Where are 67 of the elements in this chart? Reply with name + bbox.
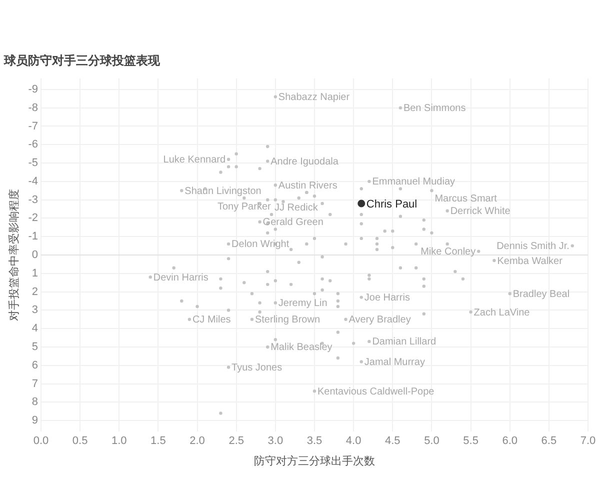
series-label: Chris Paul: [366, 198, 418, 211]
annotation: Kemba Walker: [497, 256, 564, 267]
y-tick-label: 5: [32, 341, 38, 354]
x-tick-label: 1.0: [111, 435, 127, 448]
annotation: CJ Miles: [192, 314, 231, 326]
y-tick-label: 1: [32, 267, 38, 280]
annotation: Sterling Brown: [254, 314, 320, 326]
annotation: Tony Parker: [217, 202, 272, 213]
annotation: Austin Rivers: [278, 180, 338, 192]
y-tick-label: -2: [28, 212, 38, 224]
y-tick-label: 4: [32, 322, 38, 335]
y-tick-label: -7: [28, 120, 38, 132]
annotation: Kentavious Caldwell-Pope: [317, 386, 435, 398]
x-tick-label: 6.5: [541, 435, 557, 448]
x-tick-label: 2.5: [228, 435, 244, 448]
y-tick-label: 2: [32, 286, 38, 298]
annotation: Ben Simmons: [403, 103, 466, 114]
x-tick-label: 3.5: [306, 435, 322, 448]
y-tick-label: -8: [28, 102, 38, 114]
y-tick-label: -9: [28, 83, 38, 96]
annotation: Shabazz Napier: [278, 92, 350, 104]
x-tick-label: 0.5: [72, 435, 88, 448]
annotation: Zach LaVine: [474, 307, 530, 318]
annotation: Jeremy Lin: [278, 298, 328, 310]
annotation: Luke Kennard: [163, 154, 226, 166]
annotation: Andre Iguodala: [270, 156, 339, 168]
x-tick-label: 7.0: [580, 435, 596, 448]
y-tick-label: 7: [32, 378, 38, 390]
y-tick-label: 8: [32, 396, 38, 408]
y-tick-label: 6: [32, 359, 38, 372]
x-tick-label: 4.0: [346, 435, 362, 448]
annotation: Bradley Beal: [512, 288, 570, 300]
y-tick-label: -5: [28, 157, 38, 170]
annotation: Shaun Livingston: [184, 186, 262, 197]
y-tick-label: 0: [32, 249, 38, 262]
annotation: Mike Conley: [420, 246, 476, 258]
annotation: Delon Wright: [232, 239, 290, 250]
y-tick-label: 3: [32, 304, 38, 316]
x-tick-label: 6.0: [502, 435, 518, 448]
chart-title: 球员防守对手三分球投篮表现: [3, 53, 161, 68]
x-tick-label: 5.0: [424, 435, 440, 448]
annotation: Joe Harris: [364, 292, 410, 304]
y-tick-label: 9: [32, 414, 38, 427]
annotation: Gerald Green: [262, 217, 324, 228]
annotation: Marcus Smart: [434, 193, 498, 204]
annotation: Derrick White: [450, 206, 511, 218]
annotation: JJ Redick: [274, 202, 319, 214]
annotation: Jamal Murray: [364, 356, 425, 368]
annotation: Dennis Smith Jr.: [496, 241, 570, 252]
y-axis-title: 对手投篮命中率受影响程度: [7, 189, 20, 321]
x-tick-label: 3.0: [268, 435, 284, 448]
annotation: Emmanuel Mudiay: [372, 176, 456, 188]
annotation: Tyus Jones: [232, 362, 282, 374]
annotation: Avery Bradley: [348, 314, 411, 326]
x-axis-title: 防守对方三分球出手次数: [254, 454, 375, 468]
annotation: Devin Harris: [153, 272, 208, 284]
y-tick-label: -6: [28, 138, 38, 151]
y-tick-label: -4: [28, 175, 38, 188]
y-tick-label: -3: [28, 194, 38, 206]
annotation: Damian Lillard: [372, 336, 436, 348]
x-tick-label: 4.5: [384, 435, 400, 448]
y-tick-label: -1: [28, 230, 38, 243]
x-tick-label: 1.5: [150, 435, 166, 448]
x-tick-label: 5.5: [463, 435, 478, 448]
x-tick-label: 2.0: [190, 435, 205, 448]
x-tick-label: 0.0: [33, 435, 49, 448]
annotation: Malik Beasley: [270, 342, 332, 354]
